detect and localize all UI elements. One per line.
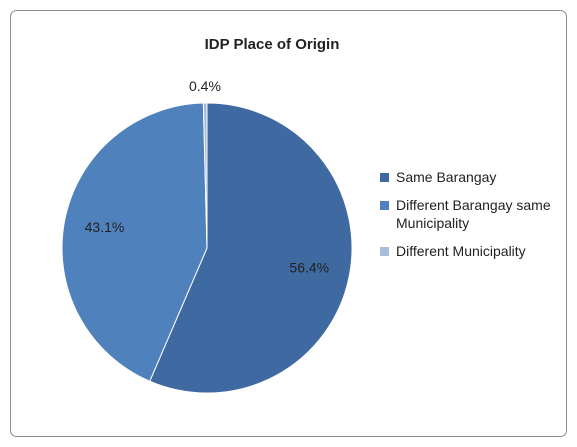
legend-swatch xyxy=(380,173,389,182)
legend-swatch xyxy=(380,201,389,210)
legend-item: Same Barangay xyxy=(380,168,560,186)
data-label: 56.4% xyxy=(289,260,329,276)
legend-label: Same Barangay xyxy=(396,169,497,185)
data-label: 0.4% xyxy=(189,78,221,94)
pie-slice xyxy=(202,102,208,249)
legend-item: Different Municipality xyxy=(380,242,560,260)
pie-slice xyxy=(61,102,208,382)
pie-slice xyxy=(149,102,353,394)
legend-swatch xyxy=(380,247,389,256)
chart-title: IDP Place of Origin xyxy=(205,36,340,53)
legend-label: Different Municipality xyxy=(396,243,526,259)
legend-label: Different Barangay same Municipality xyxy=(396,197,551,231)
data-label: 43.1% xyxy=(85,219,125,235)
legend: Same Barangay Different Barangay same Mun… xyxy=(380,168,560,270)
legend-item: Different Barangay same Municipality xyxy=(380,196,560,232)
